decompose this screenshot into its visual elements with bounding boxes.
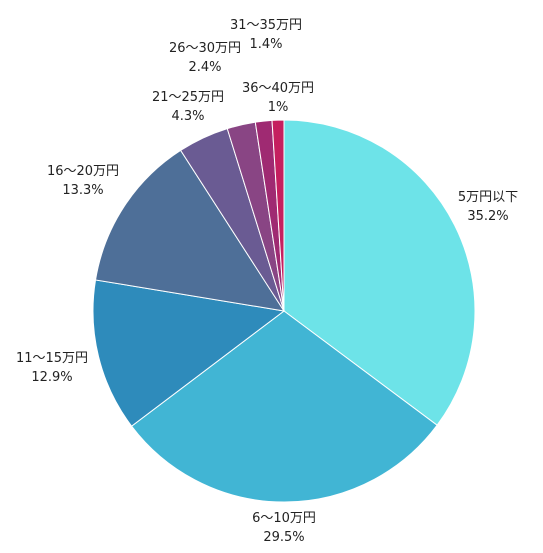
pie-slices	[92, 119, 476, 503]
slice-label: 26〜30万円	[169, 41, 241, 56]
slice-label: 6〜10万円	[252, 511, 316, 526]
slice-value-label: 1%	[268, 100, 289, 115]
pie-slice	[271, 119, 285, 312]
slice-label: 5万円以下	[458, 190, 518, 205]
slice-label: 36〜40万円	[242, 81, 314, 96]
slice-value-label: 4.3%	[171, 109, 204, 124]
slice-value-label: 2.4%	[188, 60, 221, 75]
pie-labels: 5万円以下 35.2% 6〜10万円 29.5% 11〜15万円 12.9% 16〜20万円…	[16, 18, 518, 545]
slice-label: 21〜25万円	[152, 90, 224, 105]
slice-value-label: 13.3%	[62, 183, 103, 198]
slice-value-label: 12.9%	[31, 370, 72, 385]
pie-slice	[94, 149, 286, 312]
slice-value-label: 1.4%	[249, 37, 282, 52]
slice-label: 11〜15万円	[16, 351, 88, 366]
slice-label: 31〜35万円	[230, 18, 302, 33]
pie-slice	[92, 279, 286, 427]
pie-slice	[130, 310, 438, 503]
slice-value-label: 29.5%	[263, 530, 304, 545]
pie-slice	[283, 119, 476, 426]
slice-label: 16〜20万円	[47, 164, 119, 179]
slice-value-label: 35.2%	[467, 209, 508, 224]
